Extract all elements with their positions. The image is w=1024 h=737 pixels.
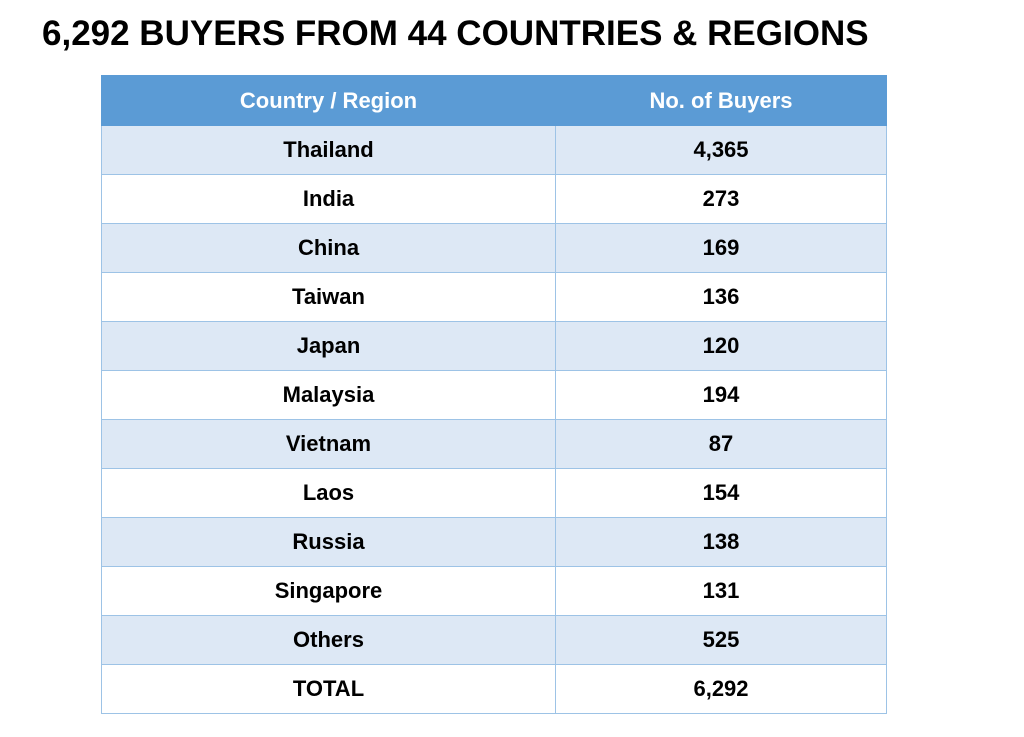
- table-total-row: TOTAL 6,292: [101, 664, 887, 714]
- header-buyers: No. of Buyers: [555, 75, 887, 126]
- cell-buyers-total: 6,292: [555, 664, 887, 714]
- cell-country-total: TOTAL: [101, 664, 556, 714]
- cell-buyers: 194: [555, 370, 887, 420]
- table-row: Thailand 4,365: [101, 125, 887, 175]
- table-row: Taiwan 136: [101, 272, 887, 322]
- cell-buyers: 169: [555, 223, 887, 273]
- table-row: Russia 138: [101, 517, 887, 567]
- buyers-table: Country / Region No. of Buyers Thailand …: [101, 75, 887, 714]
- cell-buyers: 273: [555, 174, 887, 224]
- page-title: 6,292 BUYERS FROM 44 COUNTRIES & REGIONS: [42, 14, 869, 53]
- header-country: Country / Region: [101, 75, 556, 126]
- cell-buyers: 120: [555, 321, 887, 371]
- cell-buyers: 154: [555, 468, 887, 518]
- cell-country: Singapore: [101, 566, 556, 616]
- cell-country: Laos: [101, 468, 556, 518]
- cell-country: Vietnam: [101, 419, 556, 469]
- table-row: Others 525: [101, 615, 887, 665]
- cell-buyers: 138: [555, 517, 887, 567]
- cell-country: Russia: [101, 517, 556, 567]
- table-header-row: Country / Region No. of Buyers: [101, 75, 887, 126]
- table-row: China 169: [101, 223, 887, 273]
- cell-country: China: [101, 223, 556, 273]
- table-row: India 273: [101, 174, 887, 224]
- table-row: Japan 120: [101, 321, 887, 371]
- table-row: Singapore 131: [101, 566, 887, 616]
- cell-country: Thailand: [101, 125, 556, 175]
- table-row: Laos 154: [101, 468, 887, 518]
- cell-buyers: 136: [555, 272, 887, 322]
- cell-country: Japan: [101, 321, 556, 371]
- cell-country: Malaysia: [101, 370, 556, 420]
- cell-buyers: 131: [555, 566, 887, 616]
- cell-country: India: [101, 174, 556, 224]
- table-row: Vietnam 87: [101, 419, 887, 469]
- cell-country: Others: [101, 615, 556, 665]
- table-row: Malaysia 194: [101, 370, 887, 420]
- cell-country: Taiwan: [101, 272, 556, 322]
- cell-buyers: 87: [555, 419, 887, 469]
- cell-buyers: 4,365: [555, 125, 887, 175]
- cell-buyers: 525: [555, 615, 887, 665]
